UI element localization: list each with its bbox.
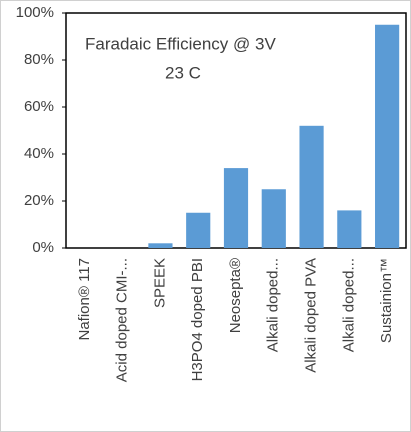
x-tick-label: H3PO4 doped PBI xyxy=(189,258,206,381)
x-tick-label: Sustainion™ xyxy=(378,258,395,343)
x-tick-label: SPEEK xyxy=(151,258,168,308)
y-tick-label: 100% xyxy=(16,4,54,21)
bar xyxy=(337,210,362,248)
bar xyxy=(261,189,286,248)
bar xyxy=(148,243,173,248)
x-tick-label: Nafion® 117 xyxy=(76,258,93,341)
bar xyxy=(186,212,211,248)
y-tick-label: 80% xyxy=(24,51,54,68)
x-tick-label: Neosepta® xyxy=(227,258,244,333)
x-tick-label: Alkali doped... xyxy=(340,258,357,352)
x-tick-label: Alkali doped... xyxy=(265,258,282,352)
bar xyxy=(223,168,249,248)
x-tick-label: Acid doped CMI-... xyxy=(114,258,131,382)
chart-title: Faradaic Efficiency @ 3V xyxy=(85,34,276,53)
y-tick-label: 20% xyxy=(24,192,54,209)
x-tick-label: Alkali doped PVA xyxy=(303,258,320,373)
y-tick-label: 60% xyxy=(24,98,54,115)
bar xyxy=(299,125,324,248)
bar xyxy=(375,24,400,248)
y-tick-label: 40% xyxy=(24,145,54,162)
y-tick-label: 0% xyxy=(32,239,54,256)
chart-subtitle: 23 C xyxy=(165,63,201,82)
